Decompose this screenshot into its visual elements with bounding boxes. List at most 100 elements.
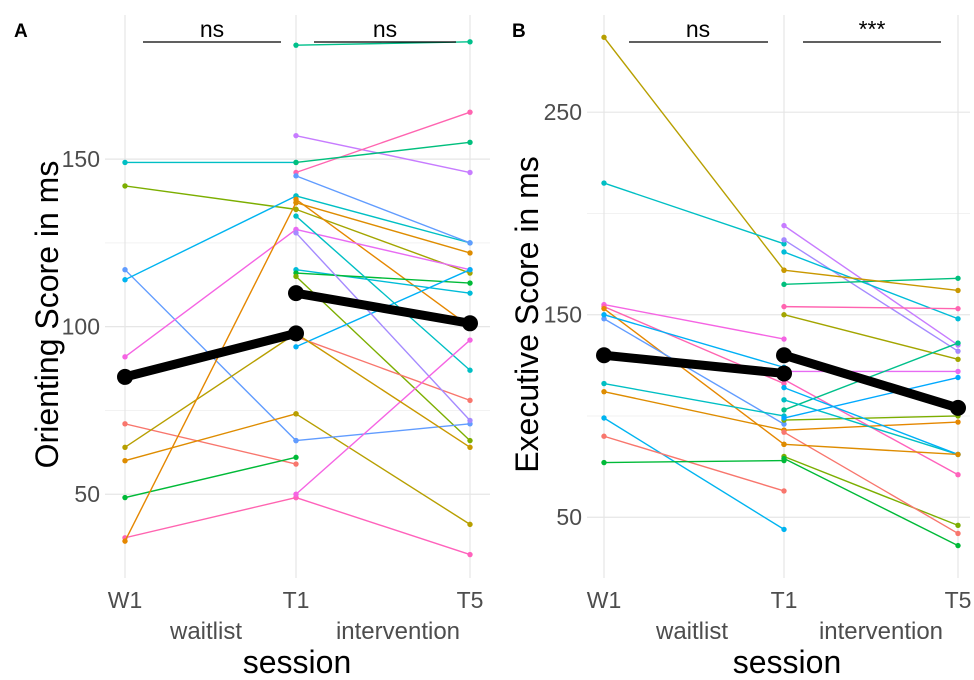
y-tick-label: 250 xyxy=(544,99,582,125)
intervention-point xyxy=(293,207,298,212)
group-label: waitlist xyxy=(655,618,728,645)
intervention-point xyxy=(781,415,786,420)
intervention-point xyxy=(955,369,960,374)
waitlist-point xyxy=(601,35,606,40)
intervention-point xyxy=(293,160,298,165)
intervention-point xyxy=(467,250,472,255)
intervention-point xyxy=(955,288,960,293)
intervention-mean-point xyxy=(462,315,478,331)
intervention-point xyxy=(955,531,960,536)
y-tick-label: 100 xyxy=(62,314,100,340)
intervention-point xyxy=(293,344,298,349)
intervention-point xyxy=(781,312,786,317)
group-label: waitlist xyxy=(169,618,242,645)
intervention-mean-point xyxy=(950,400,966,416)
waitlist-point xyxy=(293,461,298,466)
intervention-point xyxy=(467,170,472,175)
intervention-point xyxy=(293,213,298,218)
intervention-point xyxy=(781,456,786,461)
waitlist-mean-point xyxy=(596,347,612,363)
intervention-point xyxy=(781,407,786,412)
intervention-mean-point xyxy=(776,347,792,363)
intervention-point xyxy=(955,276,960,281)
x-tick-label: T1 xyxy=(771,587,798,613)
intervention-point xyxy=(467,267,472,272)
waitlist-point xyxy=(781,488,786,493)
waitlist-point xyxy=(601,381,606,386)
y-tick-label: 150 xyxy=(544,302,582,328)
y-tick-label: 50 xyxy=(74,481,100,507)
intervention-point xyxy=(781,282,786,287)
intervention-point xyxy=(467,109,472,114)
intervention-point xyxy=(467,240,472,245)
panel-label: A xyxy=(14,21,28,42)
waitlist-point xyxy=(781,336,786,341)
intervention-point xyxy=(955,340,960,345)
significance-label: *** xyxy=(859,16,886,42)
waitlist-point xyxy=(601,460,606,465)
intervention-point xyxy=(781,249,786,254)
intervention-point xyxy=(467,337,472,342)
significance-label: ns xyxy=(373,16,397,42)
y-tick-label: 150 xyxy=(62,146,100,172)
waitlist-point xyxy=(122,354,127,359)
intervention-point xyxy=(781,237,786,242)
intervention-point xyxy=(293,411,298,416)
waitlist-point xyxy=(122,421,127,426)
waitlist-point xyxy=(122,538,127,543)
significance-label: ns xyxy=(200,16,224,42)
intervention-point xyxy=(467,438,472,443)
intervention-point xyxy=(781,385,786,390)
x-tick-label: T5 xyxy=(945,587,972,613)
waitlist-point xyxy=(601,306,606,311)
significance-label: ns xyxy=(686,16,710,42)
intervention-point xyxy=(293,133,298,138)
intervention-point xyxy=(781,429,786,434)
intervention-point xyxy=(293,274,298,279)
intervention-point xyxy=(467,418,472,423)
group-label: intervention xyxy=(336,618,460,645)
intervention-point xyxy=(781,304,786,309)
intervention-point xyxy=(293,173,298,178)
waitlist-point xyxy=(601,312,606,317)
intervention-point xyxy=(293,200,298,205)
group-label: intervention xyxy=(819,618,943,645)
intervention-point xyxy=(293,42,298,47)
intervention-point xyxy=(293,492,298,497)
intervention-point xyxy=(467,368,472,373)
intervention-point xyxy=(467,290,472,295)
intervention-point xyxy=(467,140,472,145)
intervention-point xyxy=(781,397,786,402)
intervention-point xyxy=(955,543,960,548)
waitlist-point xyxy=(122,267,127,272)
waitlist-mean-point xyxy=(117,369,133,385)
intervention-point xyxy=(467,398,472,403)
panel-label: B xyxy=(512,21,526,42)
intervention-point xyxy=(955,523,960,528)
waitlist-mean-point xyxy=(776,365,792,381)
waitlist-point xyxy=(781,527,786,532)
y-axis-title: Executive Score in ms xyxy=(509,156,545,473)
waitlist-mean-point xyxy=(288,325,304,341)
x-axis-title: session xyxy=(733,644,842,680)
waitlist-point xyxy=(122,160,127,165)
intervention-point xyxy=(467,445,472,450)
x-tick-label: T5 xyxy=(457,587,484,613)
intervention-point xyxy=(781,223,786,228)
intervention-point xyxy=(467,552,472,557)
waitlist-point xyxy=(122,495,127,500)
waitlist-point xyxy=(122,277,127,282)
x-tick-label: W1 xyxy=(587,587,622,613)
intervention-point xyxy=(955,316,960,321)
intervention-point xyxy=(955,419,960,424)
waitlist-point xyxy=(601,415,606,420)
waitlist-point xyxy=(601,389,606,394)
waitlist-point xyxy=(601,434,606,439)
intervention-point xyxy=(781,442,786,447)
x-tick-label: T1 xyxy=(283,587,310,613)
intervention-point xyxy=(955,348,960,353)
waitlist-point xyxy=(293,455,298,460)
x-tick-label: W1 xyxy=(108,587,143,613)
intervention-point xyxy=(955,472,960,477)
